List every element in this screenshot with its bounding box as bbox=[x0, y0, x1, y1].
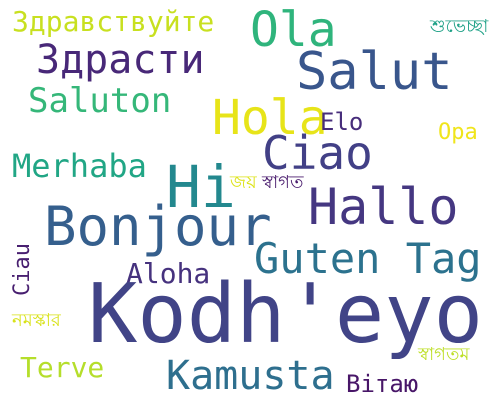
word-elo: Elo bbox=[320, 108, 364, 136]
word-ciao: Ciao bbox=[262, 126, 373, 180]
word-bonjour: Bonjour bbox=[44, 195, 272, 258]
word-merhaba: Merhaba bbox=[12, 147, 147, 185]
word-zdravstvuyte: Здравствуйте bbox=[12, 5, 215, 38]
word-bengali-greeting-4: নমস্কার bbox=[12, 310, 61, 331]
word-ola: Ola bbox=[250, 2, 337, 58]
word-bengali-greeting-5: স্বাগতম bbox=[418, 344, 470, 365]
word-terve: Terve bbox=[20, 351, 105, 384]
word-salut: Salut bbox=[296, 42, 453, 102]
word-kodheyo: Kodh'eyo bbox=[88, 267, 483, 362]
word-bengali-greeting-1: শুভেচ্ছা bbox=[430, 16, 489, 37]
word-opa: Opa bbox=[438, 120, 478, 145]
word-zdrasti: Здрасти bbox=[36, 37, 205, 83]
word-hola: Hola bbox=[212, 90, 328, 146]
word-guten-tag: Guten Tag bbox=[254, 234, 482, 283]
word-vitayu: Вітаю bbox=[346, 370, 419, 398]
word-bengali-greeting-3: স্বাগত bbox=[262, 172, 304, 193]
word-hi: Hi bbox=[166, 153, 236, 221]
word-ciau: Ciau bbox=[10, 243, 35, 296]
word-kamusta: Kamusta bbox=[166, 353, 335, 399]
word-saluton: Saluton bbox=[28, 81, 172, 121]
word-aloha: Aloha bbox=[126, 257, 211, 290]
word-hallo: Hallo bbox=[308, 178, 459, 236]
word-bengali-greeting-2: জয় bbox=[230, 172, 257, 193]
